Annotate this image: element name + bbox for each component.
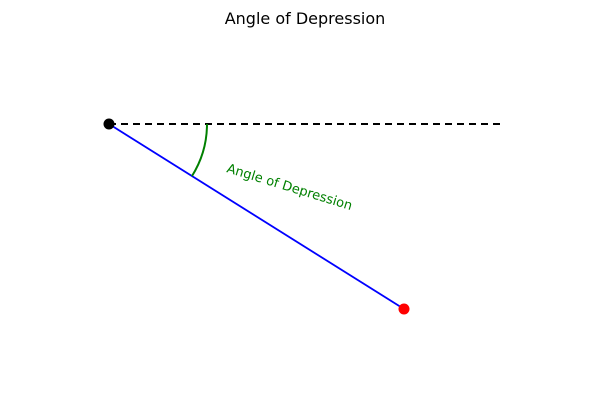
figure-title: Angle of Depression [225,9,386,28]
line-of-sight [108,123,405,310]
target-point [398,303,410,315]
observer-point [103,118,115,130]
angle-arc [191,123,208,177]
